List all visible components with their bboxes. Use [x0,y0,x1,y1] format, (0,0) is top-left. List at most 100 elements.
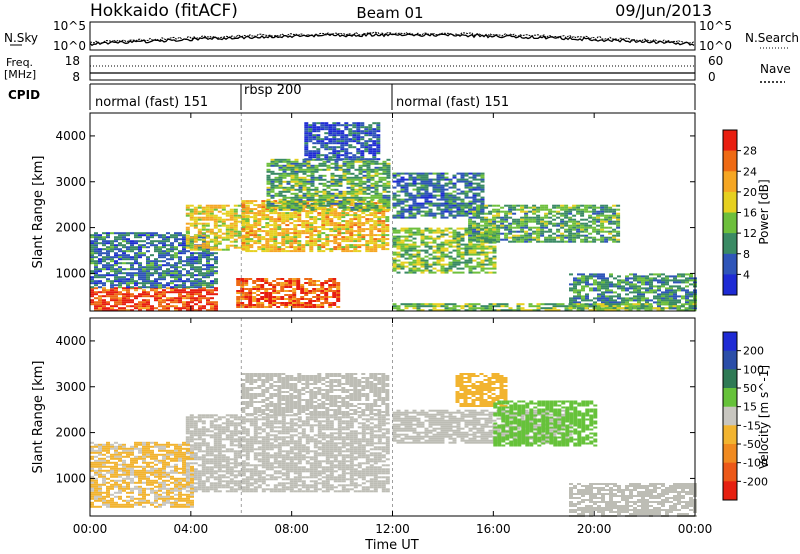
echo-cell [444,309,449,312]
echo-cell [309,216,314,219]
echo-cell [324,136,329,139]
echo-cell [336,140,341,143]
echo-cell [332,138,337,141]
echo-cell [236,292,241,294]
echo-cell [98,305,102,308]
echo-cell [193,246,198,249]
echo-cell [624,307,629,310]
echo-cell [118,293,122,296]
echo-cell [548,230,553,233]
echo-cell [286,174,291,177]
echo-cell [158,248,162,251]
echo-cell [370,202,375,205]
echo-cell [560,222,565,225]
echo-cell [302,180,307,183]
echo-cell [564,305,569,308]
echo-cell [428,305,433,308]
echo-cell [488,267,493,270]
echo-cell [396,263,401,266]
echo-cell [468,190,473,193]
echo-cell [122,268,126,271]
echo-cell [330,174,335,177]
echo-cell [310,158,315,161]
echo-cell [150,280,154,283]
echo-cell [369,230,374,233]
echo-cell [260,296,265,298]
echo-cell [308,128,313,131]
echo-cell [564,206,569,209]
echo-cell [345,214,350,217]
echo-cell [197,216,202,219]
echo-cell [102,252,106,255]
echo-cell [213,216,218,219]
echo-cell [444,253,449,256]
echo-cell [412,263,417,266]
echo-cell [294,164,299,167]
echo-cell [448,257,453,260]
echo-cell [122,289,126,292]
echo-cell [274,180,279,183]
echo-cell [354,204,359,207]
echo-cell [374,206,379,209]
echo-cell [284,284,289,286]
echo-cell [301,210,306,213]
echo-cell [256,304,261,306]
echo-cell [225,210,230,213]
echo-cell [302,178,307,181]
echo-cell [496,230,501,233]
echo-cell [432,309,437,312]
echo-cell [472,222,477,225]
echo-cell [278,194,283,197]
echo-cell [178,274,182,277]
echo-cell [194,297,198,300]
echo-cell [472,182,477,185]
echo-cell [396,180,401,183]
echo-cell [600,230,605,233]
echo-cell [266,170,271,173]
echo-cell [265,216,270,219]
echo-cell [138,293,142,296]
echo-cell [320,138,325,141]
echo-cell [261,218,266,221]
echo-cell [480,208,485,211]
echo-cell [496,226,501,229]
echo-cell [476,240,481,243]
echo-cell [358,198,363,201]
echo-cell [444,263,449,266]
echo-cell [373,248,378,251]
echo-cell [585,299,589,302]
echo-cell [408,243,413,246]
echo-cell [480,265,485,268]
echo-cell [293,232,298,235]
echo-cell [302,196,307,199]
echo-cell [174,240,178,243]
echo-cell [400,184,405,187]
echo-cell [324,142,329,145]
echo-cell [673,289,677,292]
echo-cell [285,218,290,221]
echo-cell [370,178,375,181]
echo-cell [484,309,489,312]
echo-cell [641,283,645,286]
echo-cell [440,216,445,219]
echo-cell [428,245,433,248]
echo-cell [178,309,182,312]
echo-cell [448,180,453,183]
echo-cell [613,285,617,288]
echo-cell [336,286,341,288]
echo-cell [573,283,577,286]
echo-cell [209,218,214,221]
echo-cell [221,220,226,223]
echo-cell [98,276,102,279]
echo-cell [162,260,166,263]
echo-cell [134,254,138,257]
echo-cell [281,242,286,245]
echo-cell [420,231,425,234]
echo-cell [122,297,126,300]
echo-cell [193,222,198,225]
echo-cell [328,128,333,131]
echo-cell [480,307,485,310]
echo-cell [205,204,210,207]
echo-cell [404,253,409,256]
echo-cell [186,280,190,283]
